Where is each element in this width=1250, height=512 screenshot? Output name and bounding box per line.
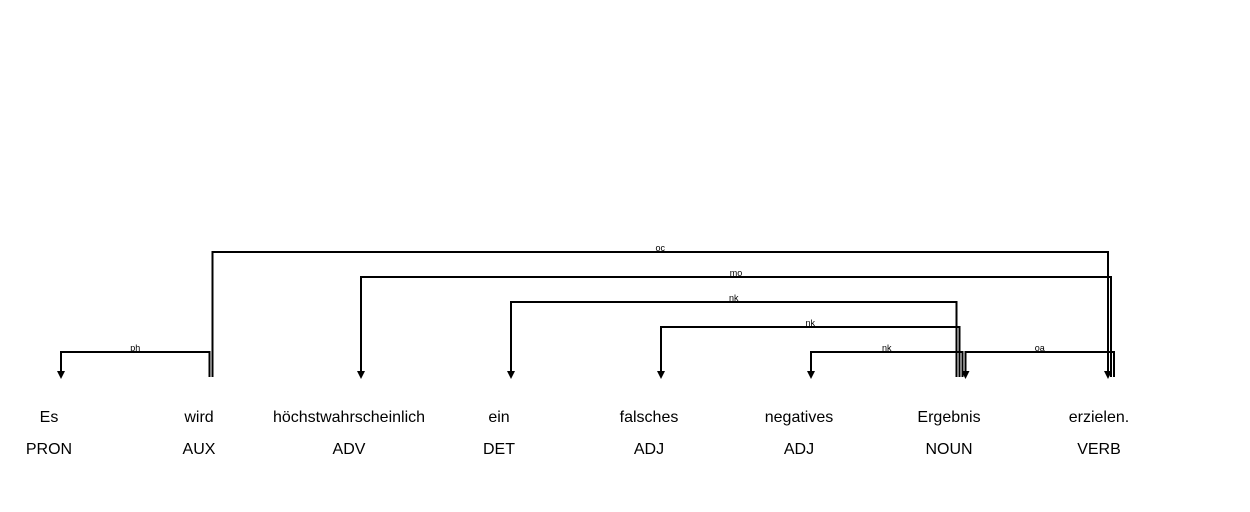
arrow-head-icon <box>961 371 970 379</box>
token-tag: NOUN <box>925 441 972 458</box>
arc-line <box>810 351 964 377</box>
arc-line <box>510 301 958 377</box>
token-word: Es <box>40 409 59 426</box>
token-word: negatives <box>765 409 834 426</box>
arrow-head-icon <box>657 371 665 379</box>
token-word: ein <box>488 409 509 426</box>
token: falsches ADJ <box>620 409 679 458</box>
dependency-arc: ph <box>57 343 211 379</box>
dependency-arc: mo <box>357 268 1112 379</box>
dependency-arc: nk <box>807 343 964 379</box>
arc-label: nk <box>882 343 892 353</box>
token-tag: VERB <box>1077 441 1121 458</box>
arc-label: mo <box>730 268 743 278</box>
token: erzielen. VERB <box>1069 409 1129 458</box>
token: ein DET <box>483 409 515 458</box>
token-tag: ADJ <box>634 441 664 458</box>
dependency-arc: nk <box>507 293 958 379</box>
arc-line <box>964 351 1115 377</box>
token-word: falsches <box>620 409 679 426</box>
token: wird AUX <box>183 409 216 458</box>
token-word: wird <box>183 409 213 426</box>
dependency-arc: oa <box>961 343 1115 379</box>
token: Ergebnis NOUN <box>917 409 980 458</box>
token-word: höchstwahrscheinlich <box>273 409 425 426</box>
arc-line <box>211 251 1109 377</box>
token-tag: ADV <box>333 441 366 458</box>
token: höchstwahrscheinlich ADV <box>273 409 425 458</box>
arc-line <box>60 351 211 377</box>
arcs-layer: ph oc mo nk nk nk oa <box>57 243 1115 379</box>
dependency-arc: oc <box>211 243 1112 379</box>
arc-line <box>360 276 1112 377</box>
token-tag: PRON <box>26 441 72 458</box>
arrow-head-icon <box>507 371 515 379</box>
token-tag: DET <box>483 441 515 458</box>
token-tag: ADJ <box>784 441 814 458</box>
tokens-layer: Es PRON wird AUX höchstwahrscheinlich ADV ein D… <box>26 409 1129 458</box>
token-word: erzielen. <box>1069 409 1129 426</box>
arrow-head-icon <box>807 371 815 379</box>
arrow-head-icon <box>57 371 65 379</box>
arc-label: oc <box>655 243 665 253</box>
token: Es PRON <box>26 409 72 458</box>
dependency-arc: nk <box>657 318 961 379</box>
arc-label: ph <box>130 343 140 353</box>
token-tag: AUX <box>183 441 216 458</box>
arc-label: nk <box>805 318 815 328</box>
arc-label: oa <box>1035 343 1045 353</box>
arrow-head-icon <box>357 371 365 379</box>
arc-label: nk <box>729 293 739 303</box>
token-word: Ergebnis <box>917 409 980 426</box>
token: negatives ADJ <box>765 409 834 458</box>
